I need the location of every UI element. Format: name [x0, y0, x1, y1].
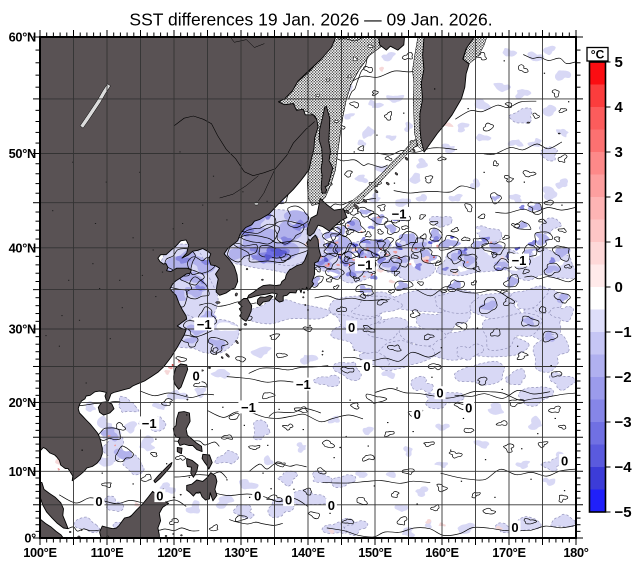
svg-text:0: 0 — [285, 493, 292, 508]
svg-text:−1: −1 — [357, 257, 372, 272]
svg-text:0: 0 — [363, 359, 370, 374]
svg-text:180°: 180° — [563, 545, 588, 560]
svg-text:0: 0 — [561, 454, 568, 469]
svg-text:40°N: 40°N — [9, 240, 36, 255]
svg-text:10°N: 10°N — [9, 464, 36, 479]
svg-text:160°E: 160°E — [425, 545, 459, 560]
svg-text:−1: −1 — [197, 317, 212, 332]
svg-text:100°E: 100°E — [23, 545, 57, 560]
svg-text:120°E: 120°E — [157, 545, 191, 560]
svg-text:60°N: 60°N — [9, 30, 36, 45]
svg-text:0: 0 — [511, 520, 518, 535]
svg-text:°C: °C — [591, 47, 605, 61]
svg-text:SST differences 19 Jan. 2026 —: SST differences 19 Jan. 2026 — 09 Jan. 2… — [129, 10, 492, 30]
svg-text:−3: −3 — [615, 414, 632, 431]
svg-text:0: 0 — [348, 320, 355, 335]
svg-text:140°E: 140°E — [291, 545, 325, 560]
svg-text:−1: −1 — [512, 253, 527, 268]
svg-text:0: 0 — [254, 489, 261, 504]
svg-text:−1: −1 — [615, 324, 632, 341]
svg-text:130°E: 130°E — [224, 545, 258, 560]
svg-text:0: 0 — [95, 494, 102, 509]
svg-text:0: 0 — [192, 369, 199, 384]
svg-text:2: 2 — [615, 189, 623, 206]
svg-text:0°: 0° — [24, 531, 36, 546]
svg-text:0: 0 — [414, 407, 421, 422]
svg-text:−4: −4 — [615, 459, 633, 476]
svg-text:−1: −1 — [392, 206, 407, 221]
svg-text:5: 5 — [615, 54, 623, 71]
svg-text:150°E: 150°E — [358, 545, 392, 560]
svg-text:170°E: 170°E — [492, 545, 526, 560]
svg-text:30°N: 30°N — [9, 322, 36, 337]
svg-text:−5: −5 — [615, 504, 632, 521]
svg-text:−1: −1 — [142, 416, 157, 431]
svg-text:−2: −2 — [615, 369, 632, 386]
svg-text:110°E: 110°E — [91, 545, 125, 560]
svg-text:1: 1 — [615, 234, 623, 251]
svg-text:4: 4 — [615, 99, 624, 116]
svg-text:0: 0 — [436, 386, 443, 401]
svg-text:50°N: 50°N — [9, 146, 36, 161]
svg-text:0: 0 — [465, 401, 472, 416]
svg-text:0: 0 — [328, 498, 335, 513]
svg-text:20°N: 20°N — [9, 395, 36, 410]
svg-text:−1: −1 — [296, 377, 311, 392]
svg-text:−1: −1 — [241, 400, 256, 415]
svg-text:0: 0 — [156, 489, 163, 504]
svg-text:3: 3 — [615, 144, 623, 161]
svg-text:0: 0 — [615, 279, 623, 296]
